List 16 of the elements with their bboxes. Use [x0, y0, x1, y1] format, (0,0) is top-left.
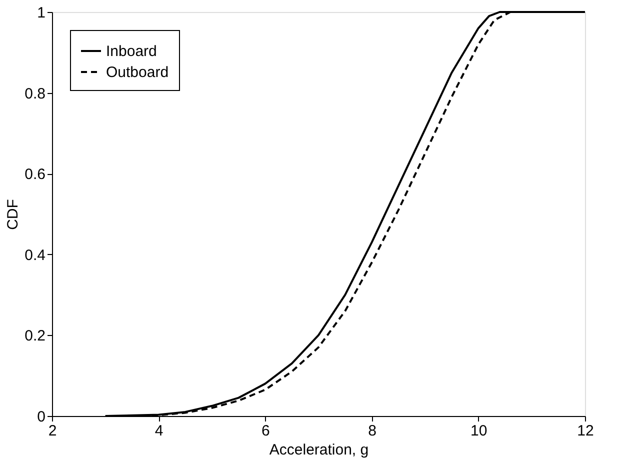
y-tick-label: 1	[37, 4, 46, 22]
x-tick-label: 10	[470, 422, 488, 440]
y-axis-title: CDF	[4, 199, 22, 230]
x-tick-label: 12	[577, 422, 594, 440]
x-tick-label: 8	[368, 422, 376, 440]
legend-label: Inboard	[106, 43, 157, 60]
y-tick-label: 0.6	[24, 166, 46, 184]
y-tick-label: 0.8	[24, 85, 46, 102]
y-tick-label: 0	[37, 408, 46, 426]
y-tick-label: 0.4	[24, 246, 46, 264]
x-tick-label: 2	[48, 422, 57, 440]
x-axis-title: Acceleration, g	[269, 442, 369, 458]
x-tick-label: 6	[262, 422, 270, 440]
legend-label: Outboard	[106, 64, 169, 81]
y-tick-label: 0.2	[24, 328, 46, 345]
x-tick-label: 4	[154, 422, 164, 440]
